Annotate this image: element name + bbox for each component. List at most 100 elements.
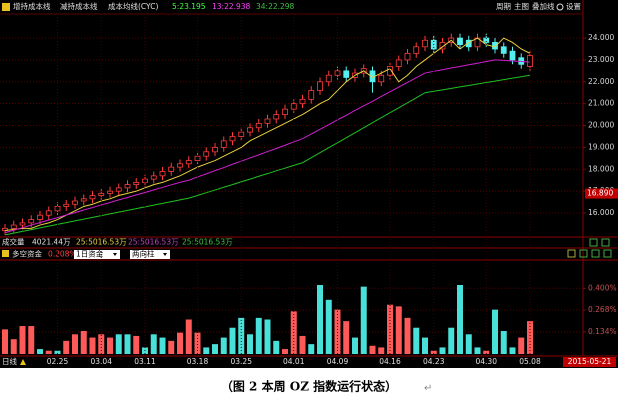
bar	[439, 347, 446, 354]
bar	[360, 286, 367, 354]
select-text[interactable]: 1日资金	[76, 249, 104, 259]
bar	[10, 339, 17, 354]
period-label[interactable]: 日线	[2, 356, 17, 366]
candle-body	[80, 198, 87, 202]
select-text[interactable]: 两向柱	[132, 249, 155, 259]
bar	[299, 335, 306, 354]
bar	[150, 334, 157, 354]
candle-body	[264, 118, 271, 124]
bar	[115, 334, 122, 354]
bar	[378, 347, 385, 354]
candle-body	[107, 190, 113, 194]
x-tick-label: 02.25	[47, 357, 69, 366]
candle-body	[325, 74, 332, 83]
panel-icon[interactable]	[603, 249, 612, 258]
toolbar-button[interactable]: 叠加线	[532, 1, 555, 11]
candle-body	[457, 37, 463, 46]
date-marker: 2015-05-21	[568, 357, 612, 366]
caption-mark: ↵	[424, 383, 432, 394]
bar	[28, 326, 35, 354]
panel-icon[interactable]	[601, 238, 610, 247]
candle-body	[378, 74, 385, 83]
bar	[54, 350, 61, 354]
header-item[interactable]: 增持成本线	[13, 1, 51, 11]
y-tick-label: 18.000	[588, 164, 614, 173]
bar	[159, 337, 166, 354]
bar	[37, 349, 43, 354]
bar	[124, 334, 131, 354]
bar	[483, 350, 490, 354]
candle-body	[395, 59, 402, 67]
bar	[282, 349, 288, 354]
help-icon[interactable]	[2, 3, 10, 11]
candle-body	[273, 114, 280, 120]
bar	[107, 337, 113, 354]
panel-icon[interactable]	[591, 249, 600, 258]
bar	[509, 347, 516, 354]
volume-label: 成交量	[2, 237, 25, 247]
candle-body	[282, 108, 288, 116]
bar	[430, 350, 437, 354]
bar	[63, 340, 70, 354]
candle-body	[28, 219, 35, 224]
candle-body	[212, 147, 218, 153]
bar	[45, 350, 52, 354]
gear-icon[interactable]	[556, 3, 564, 11]
candle-body	[343, 70, 350, 78]
caption: （图 2 本周 OZ 指数运行状态）	[221, 379, 397, 394]
period-arrow[interactable]	[20, 359, 26, 365]
y-tick-label: 22.000	[588, 77, 614, 86]
candle-body	[115, 187, 122, 192]
y-tick-label: 23.000	[588, 55, 614, 64]
select-box[interactable]	[74, 250, 120, 259]
bar	[395, 306, 402, 354]
toolbar-button[interactable]: 主图	[514, 1, 529, 11]
bar	[518, 337, 525, 354]
select-box[interactable]	[130, 250, 170, 259]
bar	[308, 344, 315, 354]
candle-body	[177, 163, 183, 168]
bar	[352, 337, 358, 354]
candle-body	[255, 122, 262, 129]
header-item[interactable]: 成本均线(CYC)	[108, 1, 158, 11]
candle-body	[72, 200, 78, 205]
toolbar-button[interactable]: 设置	[566, 1, 581, 11]
volume-value: 4021.44万	[32, 238, 71, 247]
bar	[19, 326, 26, 354]
bar	[457, 285, 463, 354]
y-tick-label: 21.000	[588, 99, 614, 108]
panel-icon[interactable]	[589, 238, 598, 247]
bar	[273, 340, 280, 354]
bar	[474, 347, 481, 354]
ma-label: 34:22.298	[256, 2, 295, 11]
candle-body	[247, 127, 253, 133]
bar	[500, 331, 507, 354]
bar	[325, 299, 332, 354]
x-tick-label: 03.18	[187, 357, 209, 366]
panel-icon[interactable]	[567, 249, 576, 258]
toolbar-button[interactable]: 周期	[496, 2, 511, 11]
bar	[247, 334, 253, 354]
x-tick-label: 04.30	[476, 357, 498, 366]
bar	[185, 319, 192, 354]
panel-icon[interactable]	[579, 249, 588, 258]
candle-body	[168, 166, 175, 172]
candle-body	[89, 195, 96, 200]
y-tick-label: 16.000	[588, 208, 614, 217]
x-tick-label: 04.09	[327, 357, 349, 366]
x-tick-label: 04.01	[283, 357, 305, 366]
header-item[interactable]: 减持成本线	[60, 1, 98, 11]
ma-label: 13:22.938	[212, 2, 251, 11]
bar	[255, 317, 262, 354]
candle-body	[413, 46, 420, 54]
candle-body	[308, 90, 315, 100]
select-arrow[interactable]	[113, 253, 117, 256]
ma-label: 5:23.195	[172, 2, 206, 11]
y-tick-label: 20.000	[588, 121, 614, 130]
bar	[89, 337, 96, 354]
panel-icon[interactable]	[2, 250, 9, 257]
select-arrow[interactable]	[163, 253, 167, 256]
x-tick-label: 03.25	[231, 357, 253, 366]
candle-body	[150, 175, 157, 180]
candle-body	[404, 52, 411, 61]
